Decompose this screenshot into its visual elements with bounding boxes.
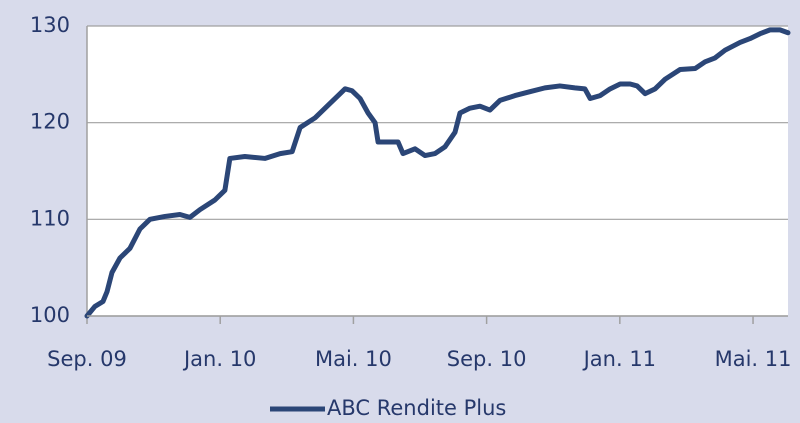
y-tick-label: 100	[30, 303, 70, 327]
y-tick-label: 130	[30, 13, 70, 37]
x-tick-label: Jan. 11	[582, 347, 656, 371]
legend-label: ABC Rendite Plus	[327, 396, 506, 420]
y-tick-label: 120	[30, 110, 70, 134]
y-tick-label: 110	[30, 206, 70, 230]
x-tick-label: Mai. 10	[315, 347, 392, 371]
x-tick-label: Sep. 09	[47, 347, 127, 371]
x-tick-label: Mai. 11	[715, 347, 792, 371]
x-tick-label: Jan. 10	[182, 347, 256, 371]
data-line	[84, 27, 791, 319]
x-tick-label: Sep. 10	[447, 347, 527, 371]
